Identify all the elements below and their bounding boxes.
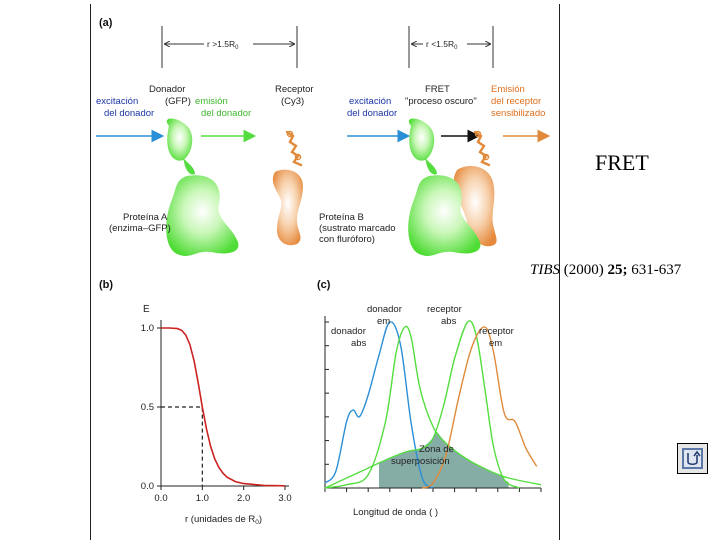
protein-a-left bbox=[166, 118, 239, 256]
donor-abs-label: donador abs bbox=[331, 326, 369, 349]
citation-year: (2000) bbox=[563, 262, 604, 278]
excitation-label-right: excitación del donador bbox=[347, 96, 397, 119]
panel-b-x-tick-label: 0.0 bbox=[154, 493, 167, 504]
donor-sub-label: (GFP) bbox=[165, 96, 191, 107]
protein-complex-right bbox=[408, 118, 497, 256]
acceptor-em-curve bbox=[421, 326, 538, 489]
return-button[interactable] bbox=[677, 443, 708, 474]
panel-b-x-tick-label: 1.0 bbox=[196, 493, 209, 504]
donor-label: Donador bbox=[149, 84, 185, 95]
donor-abs-curve bbox=[324, 321, 434, 489]
fret-figure-svg: (a) r >1.5R0 r <1.5R0 Donador excitación… bbox=[96, 17, 551, 526]
svg-text:r <1.5R0: r <1.5R0 bbox=[426, 39, 458, 51]
return-icon bbox=[682, 448, 703, 469]
distance-bar-left: r >1.5R0 bbox=[161, 26, 298, 68]
panel-c-label: (c) bbox=[317, 279, 331, 291]
panel-c-chart bbox=[324, 316, 542, 492]
panel-b-efficiency-curve bbox=[161, 327, 286, 487]
acceptor-label: Receptor (Cy3) bbox=[275, 84, 316, 107]
panel-b-x-tick-label: 3.0 bbox=[278, 493, 291, 504]
protein-a-label: Proteína A (enzima–GFP) bbox=[109, 212, 171, 234]
donor-em-label: donador em bbox=[367, 304, 405, 327]
panel-a-label: (a) bbox=[99, 17, 113, 29]
citation-volume: 25; bbox=[607, 262, 628, 278]
panel-b-label: (b) bbox=[99, 279, 113, 291]
panel-b-y-tick-label: 0.0 bbox=[141, 481, 154, 492]
panel-b-chart: 0.0 0.5 1.0 0.0 1.0 2.0 3.0 bbox=[141, 320, 292, 504]
panel-b-ylabel: E bbox=[143, 304, 150, 315]
donor-emission-label: emisión del donador bbox=[195, 96, 251, 119]
distance-bar-right: r <1.5R0 bbox=[408, 26, 494, 68]
panel-b-x-tick-label: 2.0 bbox=[237, 493, 250, 504]
panel-b-y-tick-label: 1.0 bbox=[141, 323, 154, 334]
svg-text:r >1.5R0: r >1.5R0 bbox=[207, 39, 239, 51]
acceptor-emission-label: Emisión del receptor sensibilizado bbox=[491, 84, 545, 119]
citation: TIBS (2000) 25; 631-637 bbox=[530, 262, 681, 279]
acceptor-em-label: receptor em bbox=[479, 326, 517, 349]
panel-b-xlabel: r (unidades de R0) bbox=[185, 514, 262, 526]
slide-title: FRET bbox=[595, 150, 649, 175]
acceptor-abs-label: receptor abs bbox=[427, 304, 465, 327]
panel-b-y-tick-label: 0.5 bbox=[141, 402, 154, 413]
donor-em-curve bbox=[324, 325, 542, 489]
panel-b-dashed-guide bbox=[161, 406, 203, 486]
panel-c-xlabel: Longitud de onda ( ) bbox=[353, 507, 438, 518]
protein-b-label: Proteína B (sustrato marcado con flurófo… bbox=[319, 212, 398, 245]
protein-b-left bbox=[272, 130, 303, 246]
overlap-label: Zona de superposición bbox=[391, 444, 457, 467]
acceptor-abs-curve bbox=[324, 320, 520, 489]
excitation-label: excitación del donador bbox=[96, 96, 154, 119]
fret-figure: (a) r >1.5R0 r <1.5R0 Donador excitación… bbox=[90, 4, 560, 540]
citation-pages: 631-637 bbox=[631, 262, 682, 278]
fret-label: FRET "proceso oscuro" bbox=[405, 84, 477, 107]
citation-journal: TIBS bbox=[530, 262, 560, 278]
